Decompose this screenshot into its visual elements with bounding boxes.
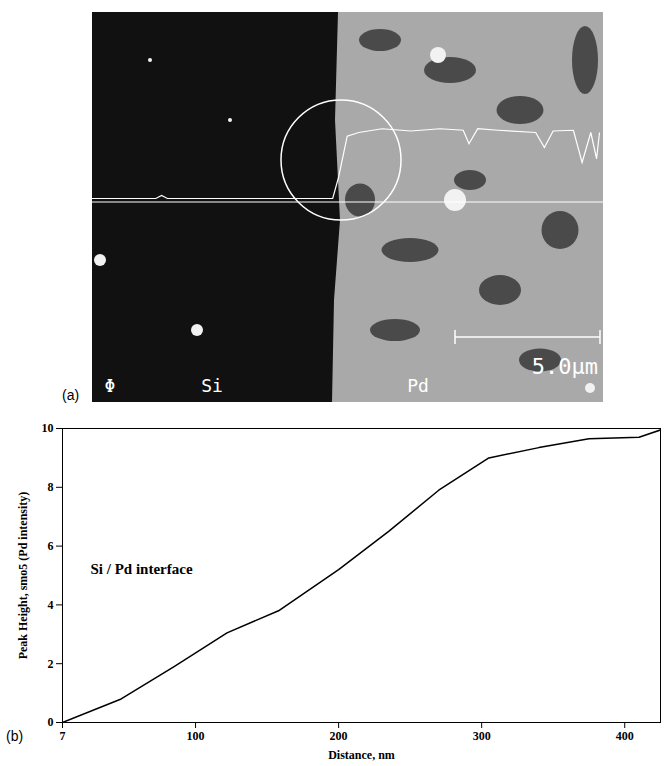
svg-text:Φ: Φ (105, 375, 116, 396)
svg-text:8: 8 (48, 480, 54, 494)
svg-text:(a): (a) (62, 387, 79, 403)
svg-text:2: 2 (48, 657, 54, 671)
svg-text:0: 0 (48, 715, 54, 729)
svg-text:Pd: Pd (407, 375, 429, 396)
svg-text:Distance, nm: Distance, nm (328, 748, 395, 762)
svg-text:300: 300 (473, 729, 491, 743)
svg-text:7: 7 (60, 729, 66, 743)
svg-text:4: 4 (48, 598, 54, 612)
svg-text:100: 100 (187, 729, 205, 743)
svg-text:Si / Pd interface: Si / Pd interface (91, 561, 193, 577)
svg-text:6: 6 (48, 539, 54, 553)
svg-text:400: 400 (616, 729, 634, 743)
svg-text:5.0μm: 5.0μm (532, 354, 598, 379)
svg-text:200: 200 (330, 729, 348, 743)
svg-text:Peak Height, smo5 (Pd intensit: Peak Height, smo5 (Pd intensity) (16, 492, 30, 660)
svg-text:Si: Si (201, 375, 223, 396)
svg-text:10: 10 (42, 421, 54, 435)
html-text:(b): (b) (6, 728, 24, 744)
